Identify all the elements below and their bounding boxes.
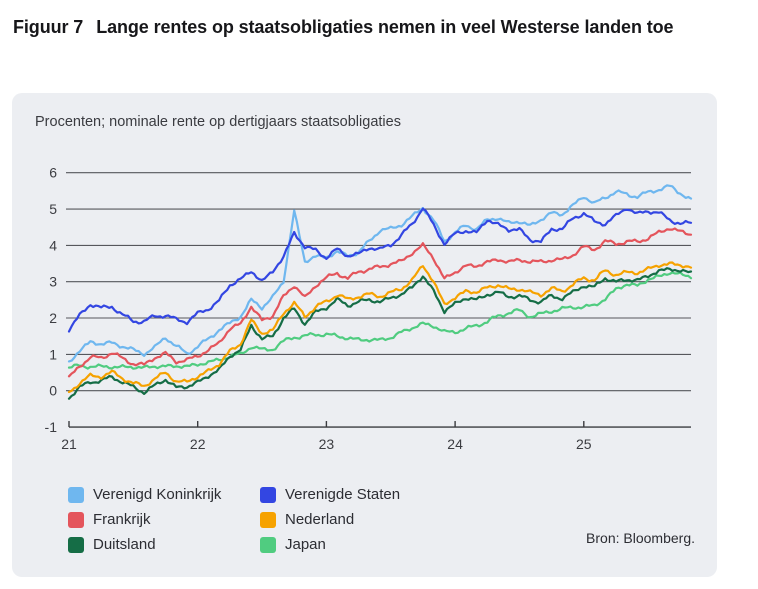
legend-swatch-icon xyxy=(68,536,84,553)
source-credit: Bron: Bloomberg. xyxy=(586,530,695,546)
chart-legend: Verenigd Koninkrijk Verenigde Staten Fra… xyxy=(68,482,480,557)
y-axis-tick-label: 4 xyxy=(49,237,57,253)
legend-swatch-icon xyxy=(260,536,276,553)
series-line-verenigde-staten xyxy=(67,207,693,333)
series-line-japan xyxy=(67,271,693,370)
legend-swatch-icon xyxy=(68,486,84,503)
y-axis-tick-label: 6 xyxy=(49,165,57,181)
legend-label: Japan xyxy=(285,536,326,553)
legend-swatch-icon xyxy=(260,511,276,528)
y-axis-tick-label: 1 xyxy=(49,346,57,362)
legend-item: Duitsland xyxy=(68,536,260,553)
legend-swatch-icon xyxy=(68,511,84,528)
figure-number-label: Figuur 7 xyxy=(13,17,84,37)
legend-label: Frankrijk xyxy=(93,511,151,528)
legend-item: Verenigde Staten xyxy=(260,486,480,503)
x-axis-tick-label: 25 xyxy=(576,436,592,452)
series-line-duitsland xyxy=(67,267,693,400)
y-axis-tick-label: 0 xyxy=(49,383,57,399)
x-axis-tick-label: 22 xyxy=(190,436,206,452)
legend-label: Nederland xyxy=(285,511,355,528)
figure-title-text: Lange rentes op staatsobligaties nemen i… xyxy=(96,17,674,37)
figure-title: Figuur 7 Lange rentes op staatsobligaties… xyxy=(13,12,685,42)
y-axis-tick-label: 2 xyxy=(49,310,57,326)
legend-item: Japan xyxy=(260,536,480,553)
legend-item: Nederland xyxy=(260,511,480,528)
y-axis-tick-label: 3 xyxy=(49,274,57,290)
legend-label: Verenigde Staten xyxy=(285,486,401,503)
x-axis-tick-label: 24 xyxy=(447,436,463,452)
x-axis-tick-label: 21 xyxy=(61,436,77,452)
legend-swatch-icon xyxy=(260,486,276,503)
legend-item: Verenigd Koninkrijk xyxy=(68,486,260,503)
series-line-nederland xyxy=(67,261,693,394)
legend-label: Verenigd Koninkrijk xyxy=(93,486,222,503)
legend-item: Frankrijk xyxy=(68,511,260,528)
chart-panel xyxy=(12,93,717,577)
series-line-frankrijk xyxy=(67,227,693,378)
y-axis-tick-label: 5 xyxy=(49,201,57,217)
chart-subtitle: Procenten; nominale rente op dertigjaars… xyxy=(35,114,401,130)
series-line-verenigd-koninkrijk xyxy=(67,184,693,363)
y-axis-tick-label: -1 xyxy=(45,419,58,435)
legend-label: Duitsland xyxy=(93,536,156,553)
x-axis-tick-label: 23 xyxy=(319,436,335,452)
